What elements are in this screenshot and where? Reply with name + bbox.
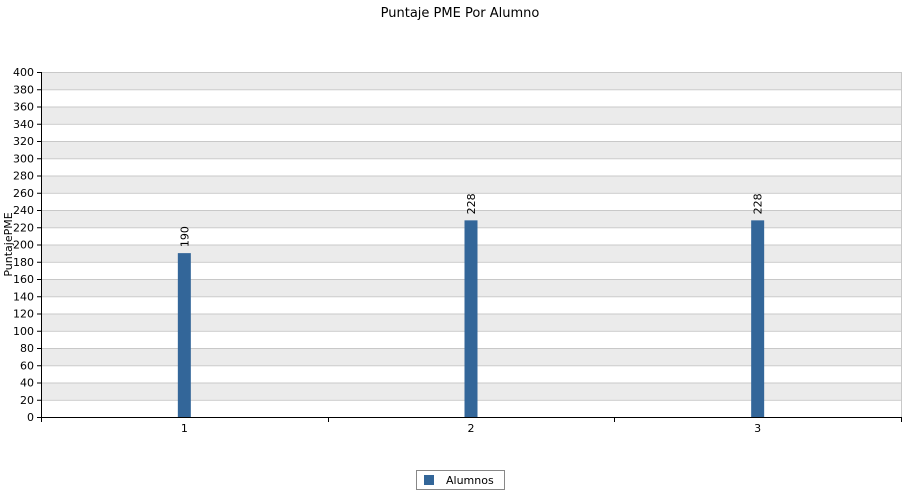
y-tick-label: 300: [13, 152, 34, 165]
bar-series: [177, 220, 765, 417]
grid-band: [41, 72, 901, 90]
legend: Alumnos: [416, 470, 505, 490]
y-tick-label: 400: [13, 66, 34, 79]
legend-swatch: [424, 475, 434, 485]
grid-band: [41, 106, 901, 124]
y-tick-label: 60: [20, 359, 34, 372]
y-tick-label: 360: [13, 101, 34, 114]
bar-data-label: 228: [752, 193, 765, 214]
y-tick-label: 260: [13, 187, 34, 200]
bar: [751, 220, 765, 417]
y-tick-label: 200: [13, 239, 34, 252]
y-tick-label: 0: [27, 411, 34, 424]
y-tick-label: 80: [20, 342, 34, 355]
grid-band: [41, 89, 901, 107]
y-tick-label: 240: [13, 204, 34, 217]
y-tick-label: 280: [13, 170, 34, 183]
y-tick-label: 340: [13, 118, 34, 131]
y-tick-label: 220: [13, 221, 34, 234]
y-tick-label: 380: [13, 83, 34, 96]
grid-band: [41, 175, 901, 193]
y-tick-label: 320: [13, 135, 34, 148]
x-tick-label: 2: [468, 422, 475, 435]
grid-band: [41, 123, 901, 141]
y-tick-label: 140: [13, 290, 34, 303]
y-tick-label: 160: [13, 273, 34, 286]
bar-data-label: 228: [465, 193, 478, 214]
legend-label: Alumnos: [446, 474, 494, 487]
grid-band: [41, 158, 901, 176]
x-tick-label: 1: [181, 422, 188, 435]
x-axis-ticks: 1 2 3: [41, 417, 902, 435]
y-tick-label: 120: [13, 308, 34, 321]
grid-bands: [41, 72, 901, 417]
chart-title: Puntaje PME Por Alumno: [381, 6, 540, 21]
y-tick-label: 180: [13, 256, 34, 269]
y-axis-ticks: 0 20 40 60 80 100 120 140 160 180 200 220 240 260 280 3…: [13, 66, 41, 424]
grid-band: [41, 141, 901, 159]
grid-band: [41, 192, 901, 210]
bar: [177, 253, 191, 417]
bar-data-label: 190: [178, 226, 191, 247]
y-tick-label: 100: [13, 325, 34, 338]
y-axis-label: PuntajePME: [2, 212, 15, 276]
legend-box: [416, 470, 505, 490]
x-tick-label: 3: [754, 422, 761, 435]
grid-band: [41, 210, 901, 228]
y-tick-label: 40: [20, 377, 34, 390]
bar: [464, 220, 478, 417]
data-labels: 190 228 228: [178, 193, 764, 247]
y-tick-label: 20: [20, 394, 34, 407]
